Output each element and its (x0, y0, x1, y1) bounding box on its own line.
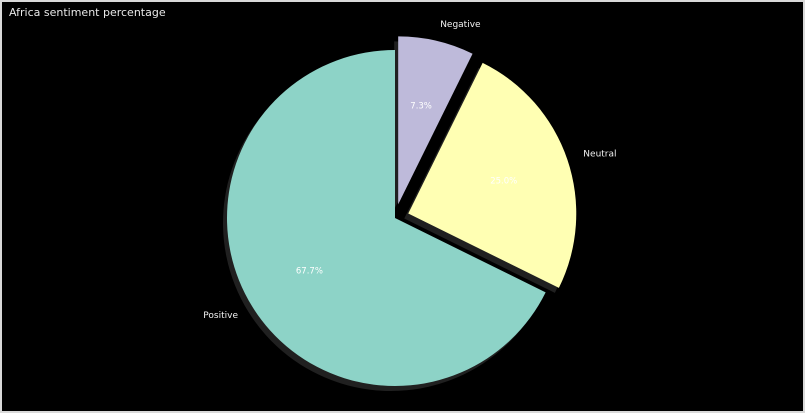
slice-positive (227, 50, 546, 387)
slice-label-negative: Negative (440, 20, 481, 30)
pct-label-positive: 67.7% (296, 267, 323, 277)
pct-label-negative: 7.3% (410, 102, 432, 112)
pie-label-layer: Positive 67.7% Neutral 25.0% Negative 7.3% (203, 20, 616, 321)
slice-label-positive: Positive (203, 311, 238, 321)
pie-slice-layer (227, 36, 577, 387)
pct-label-neutral: 25.0% (490, 177, 517, 187)
slice-neutral (408, 62, 577, 288)
slice-label-neutral: Neutral (583, 150, 616, 160)
chart-title: Africa sentiment percentage (9, 6, 166, 19)
slice-negative (398, 36, 473, 205)
